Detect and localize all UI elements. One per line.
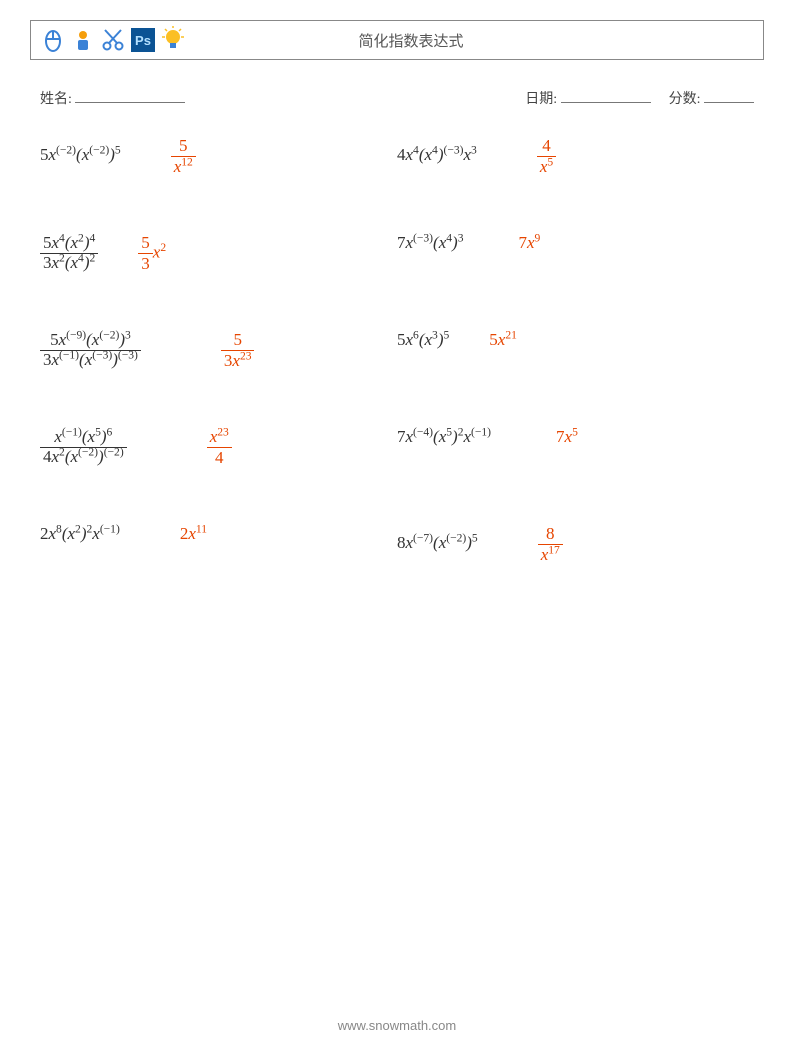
score-line (704, 89, 754, 103)
problem-answer: 4x5 (537, 136, 556, 177)
worksheet-title: 简化指数表达式 (187, 30, 755, 51)
worksheet-body: 5x(−2)(x(−2))5 5x12 4x4(x4)(−3)x3 4x5 5x4(x2… (40, 130, 754, 973)
score-label: 分数: (669, 92, 701, 107)
problem-answer: 5x12 (171, 136, 196, 177)
problem-expr: 5x(−2)(x(−2))5 (40, 146, 121, 165)
problem-answer: 53x23 (221, 330, 255, 371)
problem-col: 5x(−2)(x(−2))5 5x12 (40, 130, 397, 177)
date-line (561, 89, 651, 103)
problem-row: 5x(−9)(x(−2))33x(−1)(x(−3))(−3) 53x23 5x6(… (40, 324, 754, 371)
toolbar-icons: Ps (39, 26, 187, 54)
problem-row: 2x8(x2)2x(−1) 2x11 8x(−7)(x(−2))5 8x17 (40, 518, 754, 565)
problem-expr: 7x(−4)(x5)2x(−1) (397, 428, 491, 447)
problem-col: 5x(−9)(x(−2))33x(−1)(x(−3))(−3) 53x23 (40, 324, 397, 371)
problem-col: 5x6(x3)5 5x21 (397, 324, 754, 371)
problem-answer: 53x2 (138, 233, 166, 274)
problem-answer: 8x17 (538, 524, 563, 565)
problem-answer: x234 (207, 427, 232, 468)
score-field: 分数: (669, 88, 754, 108)
name-line (75, 89, 185, 103)
mouse-icon (39, 26, 67, 54)
name-label: 姓名: (40, 92, 72, 107)
problem-answer: 5x21 (489, 330, 517, 350)
scissors-icon (99, 26, 127, 54)
meta-row: 姓名: 日期: 分数: (40, 88, 754, 108)
problem-col: 2x8(x2)2x(−1) 2x11 (40, 518, 397, 565)
problem-expr: 8x(−7)(x(−2))5 (397, 534, 478, 553)
svg-text:Ps: Ps (135, 33, 151, 48)
problem-col: x(−1)(x5)64x2(x(−2))(−2) x234 (40, 421, 397, 468)
footer: www.snowmath.com (0, 1018, 794, 1033)
problem-row: x(−1)(x5)64x2(x(−2))(−2) x234 7x(−4)(x5)2x… (40, 421, 754, 468)
name-field: 姓名: (40, 88, 185, 108)
person-icon (69, 26, 97, 54)
problem-col: 8x(−7)(x(−2))5 8x17 (397, 518, 754, 565)
problem-col: 7x(−3)(x4)3 7x9 (397, 227, 754, 274)
problem-row: 5x(−2)(x(−2))5 5x12 4x4(x4)(−3)x3 4x5 (40, 130, 754, 177)
problem-expr: 2x8(x2)2x(−1) (40, 525, 120, 544)
problem-row: 5x4(x2)43x2(x4)2 53x2 7x(−3)(x4)3 7x9 (40, 227, 754, 274)
footer-text: www.snowmath.com (338, 1018, 456, 1033)
problem-answer: 2x11 (180, 524, 207, 544)
problem-col: 5x4(x2)43x2(x4)2 53x2 (40, 227, 397, 274)
problem-expr: 5x(−9)(x(−2))33x(−1)(x(−3))(−3) (40, 331, 141, 369)
problem-answer: 7x9 (518, 233, 540, 253)
problem-expr: x(−1)(x5)64x2(x(−2))(−2) (40, 428, 127, 466)
problem-expr: 5x4(x2)43x2(x4)2 (40, 234, 98, 272)
lightbulb-icon (159, 26, 187, 54)
date-field: 日期: (525, 88, 650, 108)
problem-col: 7x(−4)(x5)2x(−1) 7x5 (397, 421, 754, 468)
ps-icon: Ps (129, 26, 157, 54)
date-label: 日期: (525, 92, 557, 107)
problem-expr: 7x(−3)(x4)3 (397, 234, 463, 253)
problem-col: 4x4(x4)(−3)x3 4x5 (397, 130, 754, 177)
problem-expr: 4x4(x4)(−3)x3 (397, 146, 477, 165)
header-box: Ps 简化指数表达式 (30, 20, 764, 60)
problem-expr: 5x6(x3)5 (397, 331, 449, 350)
problem-answer: 7x5 (556, 427, 578, 447)
